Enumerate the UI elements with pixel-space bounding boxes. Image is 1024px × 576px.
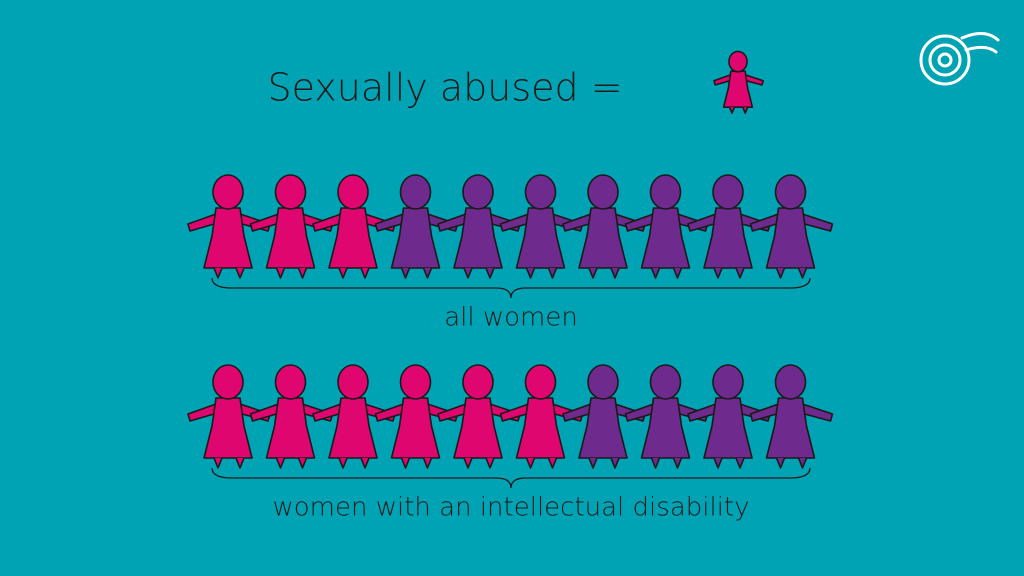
figure-body [640, 397, 691, 459]
figure-body [453, 397, 503, 459]
figure-body [722, 70, 754, 109]
figure-body [515, 207, 566, 269]
figure-feet [650, 457, 683, 469]
woman-figure [624, 364, 709, 469]
figure-body [265, 397, 316, 459]
woman-figure [249, 364, 334, 469]
figure-feet [338, 267, 370, 279]
woman-figure [562, 174, 646, 279]
figure-head [212, 364, 244, 400]
figure-body [390, 397, 441, 459]
figure-head [462, 364, 494, 400]
figure-head [587, 364, 619, 400]
woman-figure [713, 50, 765, 115]
figure-head [774, 364, 807, 400]
figure-body [765, 207, 816, 269]
figure-body [640, 207, 691, 269]
figure-feet [728, 106, 749, 115]
rows: all women women with an intellectual disa… [187, 174, 834, 523]
woman-figure [499, 174, 584, 279]
legend [713, 50, 765, 115]
figure-head [774, 174, 807, 210]
figure-feet [775, 457, 808, 469]
figure-head [337, 174, 369, 210]
figure-feet [275, 267, 308, 279]
figure-feet [463, 267, 495, 279]
woman-figure [437, 174, 521, 279]
figure-body [265, 207, 316, 269]
figure-feet [713, 457, 745, 469]
figure-body [328, 207, 378, 269]
row-label: all women [444, 303, 578, 333]
figure-head [274, 174, 307, 210]
woman-figure [249, 174, 334, 279]
figure-feet [338, 457, 370, 469]
figure-feet [400, 457, 433, 469]
woman-figure [749, 364, 834, 469]
figure-body [328, 397, 378, 459]
figure-feet [588, 267, 620, 279]
figure-head [649, 364, 682, 400]
woman-figure [312, 364, 396, 469]
figure-feet [650, 267, 683, 279]
figure-body [703, 397, 753, 459]
figure-head [649, 174, 682, 210]
brace [211, 467, 811, 489]
figure-feet [588, 457, 620, 469]
figure-body [453, 207, 503, 269]
figure-body [390, 207, 441, 269]
figure-feet [525, 457, 558, 469]
figure-head [712, 364, 744, 400]
woman-figure [749, 174, 834, 279]
woman-figure [374, 174, 459, 279]
figure-body [578, 397, 628, 459]
figure-feet [713, 267, 745, 279]
row-label: women with an intellectual disability [272, 493, 749, 523]
woman-figure [499, 364, 584, 469]
woman-figure [187, 174, 271, 279]
figure-feet [213, 267, 245, 279]
figure-body [515, 397, 566, 459]
woman-figure [624, 174, 709, 279]
figure-feet [525, 267, 558, 279]
figure-body [578, 207, 628, 269]
figure-feet [400, 267, 433, 279]
woman-figure [562, 364, 646, 469]
figure-feet [463, 457, 495, 469]
figure-head [212, 174, 244, 210]
woman-figure [374, 364, 459, 469]
figure-head [399, 364, 432, 400]
figure-head [712, 174, 744, 210]
figure-body [765, 397, 816, 459]
woman-figure [187, 364, 271, 469]
figure-head [728, 50, 748, 73]
figure-feet [275, 457, 308, 469]
woman-figure [687, 174, 771, 279]
woman-figure [437, 364, 521, 469]
title: Sexually abused = [267, 66, 622, 110]
figure-feet [775, 267, 808, 279]
brace [211, 277, 811, 299]
figure-body [703, 207, 753, 269]
figure-body [203, 397, 253, 459]
logo [919, 32, 1000, 86]
figure-head [524, 174, 557, 210]
figure-head [274, 364, 307, 400]
figure-head [524, 364, 557, 400]
woman-figure [312, 174, 396, 279]
figure-head [587, 174, 619, 210]
figure-head [337, 364, 369, 400]
woman-figure [687, 364, 771, 469]
figure-feet [213, 457, 245, 469]
figure-body [203, 207, 253, 269]
figure-head [462, 174, 494, 210]
figure-head [399, 174, 432, 210]
